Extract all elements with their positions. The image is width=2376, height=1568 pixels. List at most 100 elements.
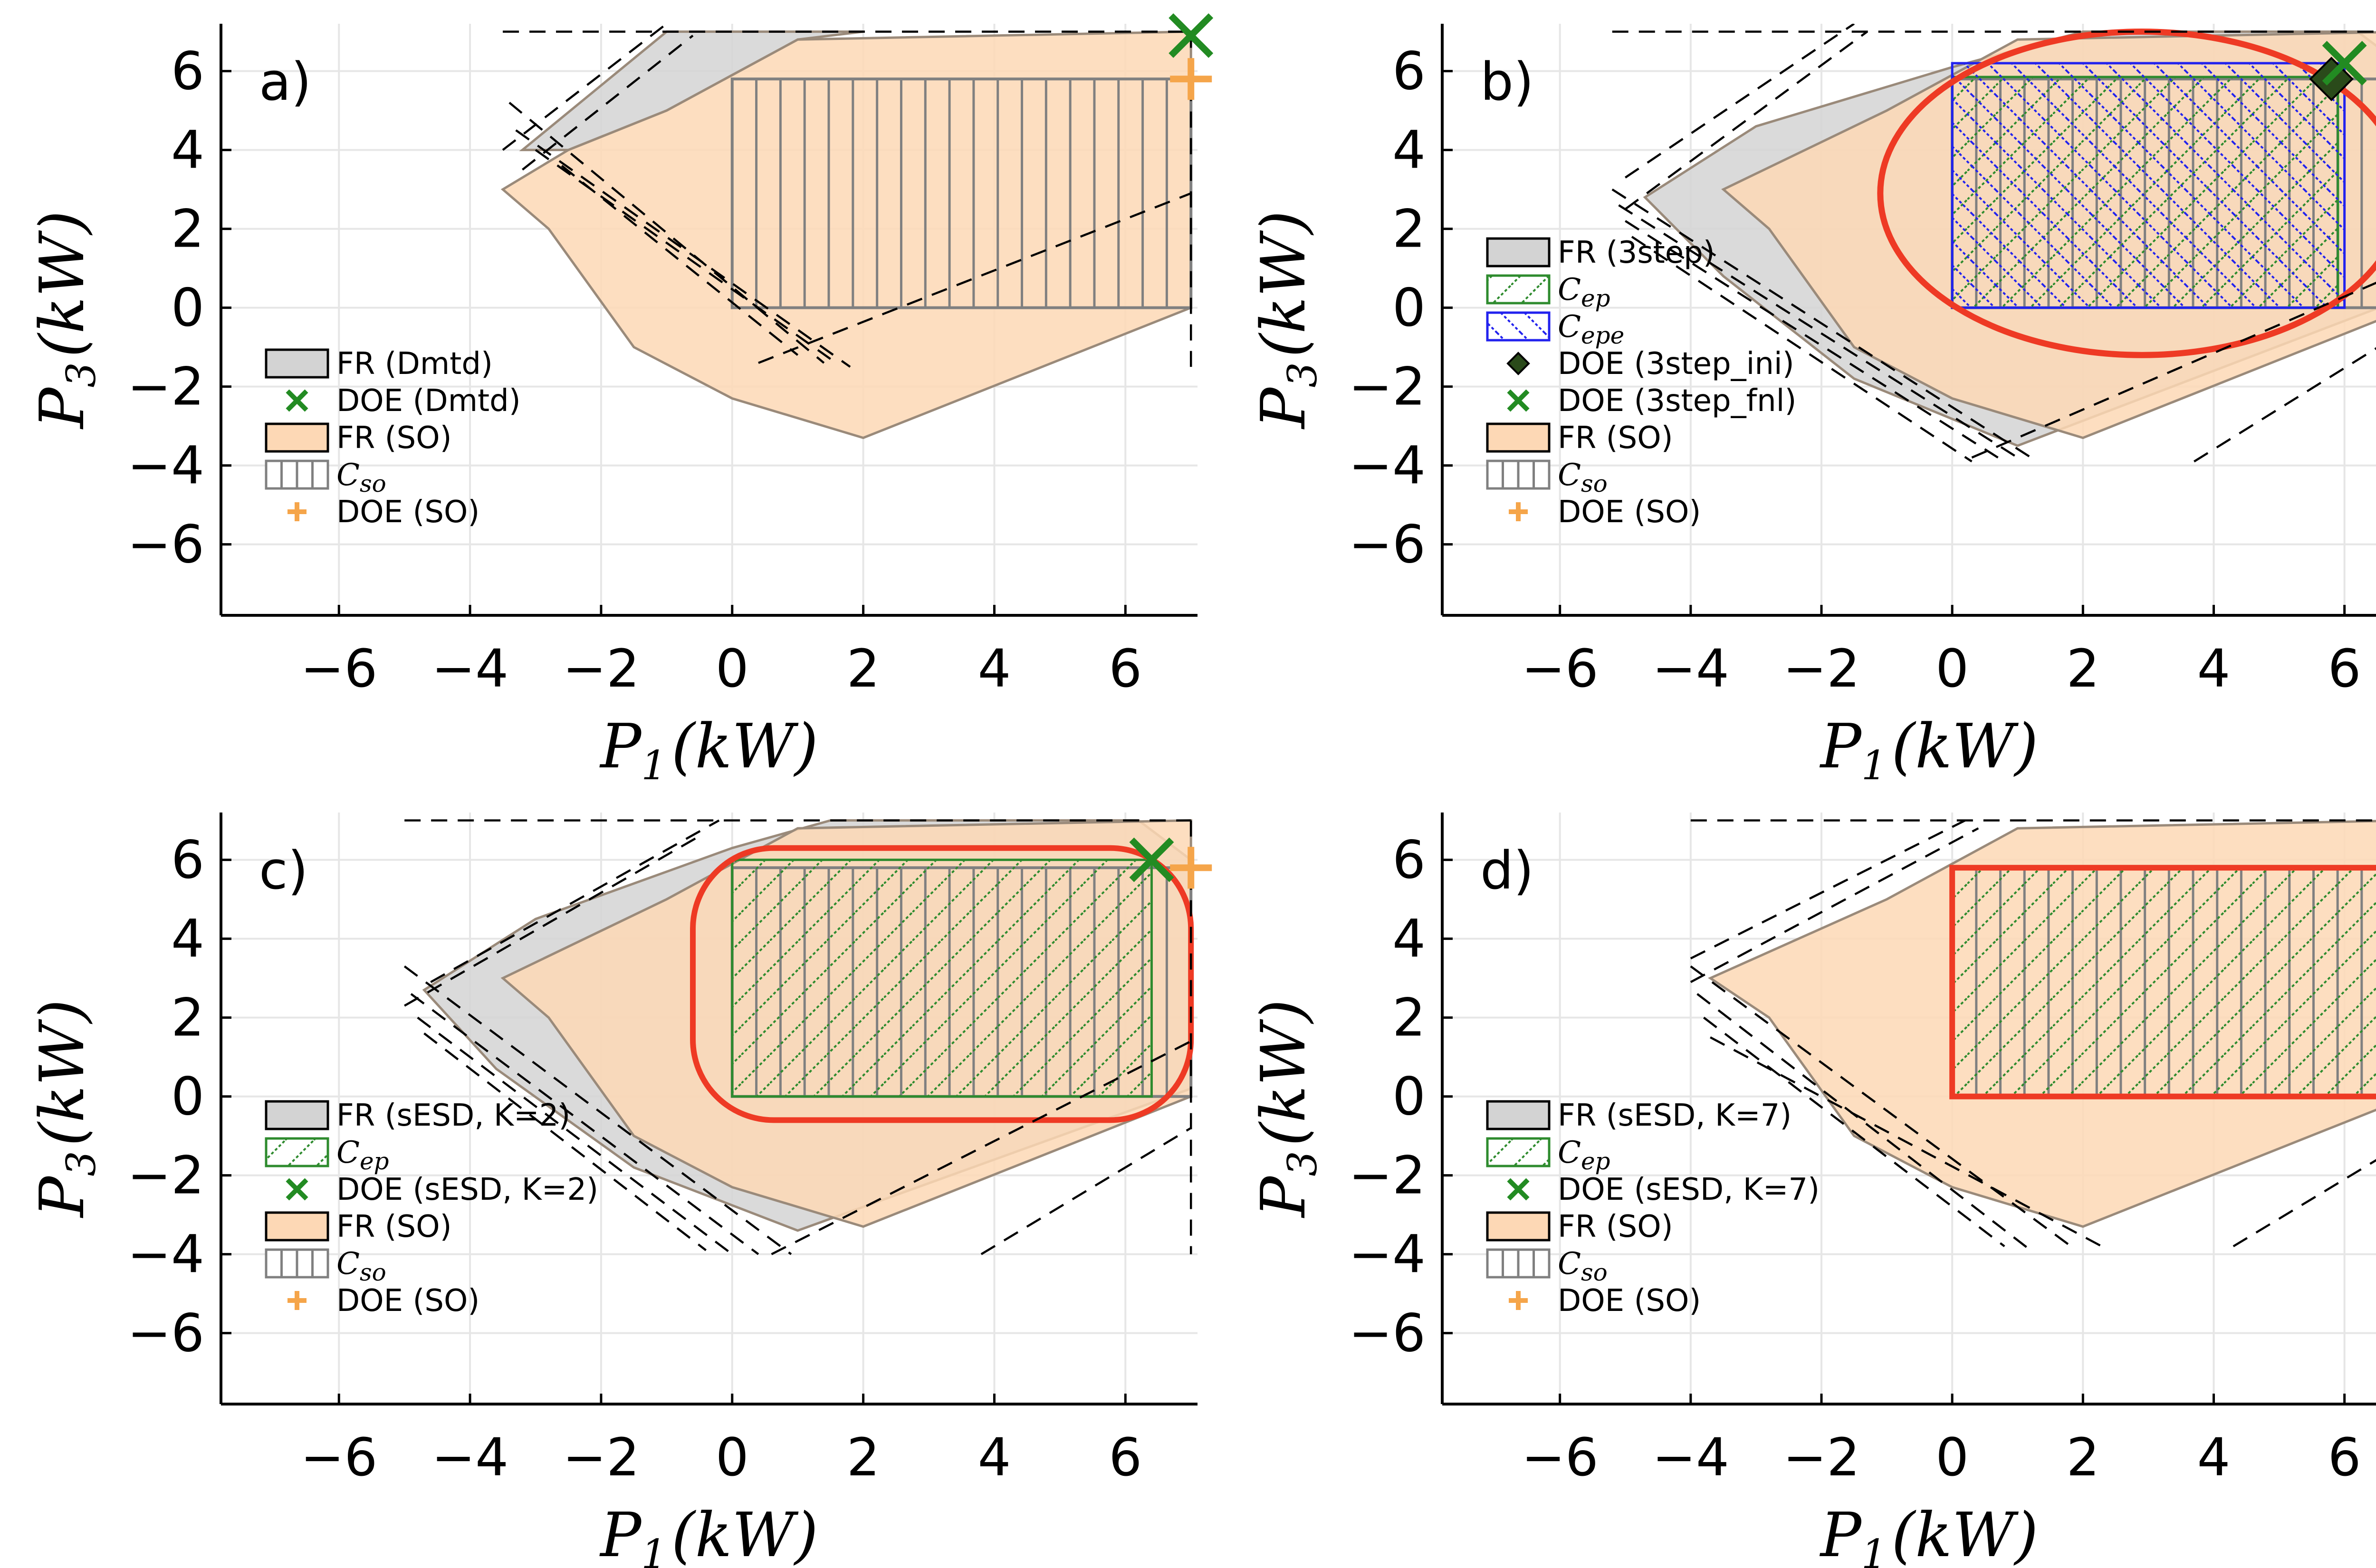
legend-text: DOE (SO) <box>336 495 479 530</box>
legend-label: DOE (3step_fnl) <box>1558 383 1796 419</box>
x-tick-label: −4 <box>1652 1427 1729 1488</box>
legend-label: Cepe <box>1558 309 1624 349</box>
x-tick-label: −2 <box>1783 1427 1860 1488</box>
x-tick-label: −6 <box>1522 638 1599 699</box>
x-label-sub: 1 <box>641 1531 666 1568</box>
plot-area <box>403 819 1194 1255</box>
legend-item: DOE (Dmtd) <box>286 383 521 419</box>
y-axis-label: P3 (kW) <box>1248 999 1326 1218</box>
plot-area <box>1690 819 2376 1252</box>
reference-line <box>522 35 694 171</box>
legend-label: FR (SO) <box>336 1209 452 1244</box>
y-tick-label: 2 <box>171 987 204 1048</box>
x-tick-label: −2 <box>563 638 640 699</box>
x-label-sub: 1 <box>641 742 666 789</box>
legend-label: Cso <box>336 1246 386 1286</box>
legend-label: FR (sESD, K=2) <box>336 1098 570 1133</box>
reference-line <box>423 1033 707 1252</box>
legend-item: FR (SO) <box>1486 421 1673 456</box>
plot-area <box>1611 24 2376 463</box>
legend-label: Cep <box>336 1135 389 1175</box>
legend-label: Cso <box>1558 458 1608 497</box>
x-label-main: P <box>1820 711 1862 782</box>
x-axis-label: P1(kW) <box>599 1500 818 1568</box>
legend-item: Cso <box>1486 458 1608 497</box>
reference-line <box>1710 1036 2110 1252</box>
x-tick-label: 0 <box>1935 1427 1969 1488</box>
legend-label: Cep <box>1558 1135 1610 1175</box>
reference-line <box>502 24 668 151</box>
legend-text: C <box>336 1246 360 1281</box>
marker-doe-sesd-k-2- <box>1129 837 1174 882</box>
legend-item: FR (3step) <box>1486 235 1715 270</box>
legend-text: FR (sESD, K=7) <box>1558 1098 1792 1133</box>
panel-label: a) <box>259 51 311 112</box>
y-tick-label: −6 <box>127 514 204 575</box>
x-label-sub: 1 <box>1861 742 1887 789</box>
y-tick-label: 2 <box>1392 987 1426 1048</box>
legend-x <box>286 1178 308 1201</box>
x-axis-label: P1(kW) <box>1820 1500 2039 1568</box>
legend-label: FR (SO) <box>1558 1209 1673 1244</box>
y-label-sub: 3 <box>58 1151 105 1176</box>
legend-text: C <box>336 1135 360 1170</box>
legend-text: FR (SO) <box>1558 421 1673 456</box>
x-tick-label: 4 <box>2197 1427 2230 1488</box>
legend-label: DOE (SO) <box>1558 1283 1701 1319</box>
x-tick-label: −4 <box>1652 638 1729 699</box>
legend-label: DOE (sESD, K=2) <box>336 1172 598 1207</box>
legend-label: FR (Dmtd) <box>336 346 493 382</box>
legend-diamond <box>1506 352 1530 375</box>
legend-subscript: so <box>1581 1259 1608 1286</box>
y-label-main: P <box>27 1176 98 1218</box>
y-label-main: P <box>27 387 98 430</box>
reference-line <box>2194 347 2376 463</box>
legend-text: FR (sESD, K=2) <box>336 1098 570 1133</box>
y-tick-label: 0 <box>171 277 204 338</box>
legend-swatch <box>1486 274 1551 305</box>
x-label-unit: (kW) <box>1891 1500 2038 1568</box>
legend-item: DOE (SO) <box>1509 1283 1701 1319</box>
legend-text: C <box>1558 1246 1581 1281</box>
legend-item: Cso <box>265 1246 386 1286</box>
y-tick-label: −4 <box>1349 1224 1426 1285</box>
legend-label: DOE (SO) <box>336 1283 479 1319</box>
y-tick-label: 6 <box>1392 830 1426 890</box>
y-tick-label: −4 <box>1349 435 1426 496</box>
x-tick-label: −4 <box>431 1427 508 1488</box>
legend-item: Cso <box>1486 1246 1608 1286</box>
x-tick-label: −6 <box>1522 1427 1599 1488</box>
reference-line <box>515 129 851 368</box>
legend-label: Cso <box>336 458 386 497</box>
y-tick-label: 0 <box>1392 1066 1426 1127</box>
legend-text: FR (3step) <box>1558 235 1715 270</box>
panel-label: b) <box>1480 51 1534 112</box>
reference-line <box>1624 30 1868 210</box>
legend-item: Cep <box>265 1135 389 1175</box>
series-c-epe <box>1951 62 2346 309</box>
y-tick-label: 6 <box>171 41 204 102</box>
legend-item: Cso <box>265 458 386 497</box>
legend-swatch <box>1486 422 1551 453</box>
marker-doe-3step-fnl- <box>2322 41 2367 86</box>
legend-swatch <box>265 348 329 379</box>
y-label-main: P <box>1248 1176 1319 1218</box>
reference-line <box>1696 993 2031 1252</box>
y-axis-label: P3 (kW) <box>27 999 105 1218</box>
x-axis-label: P1(kW) <box>599 711 818 789</box>
legend-text: C <box>336 458 360 493</box>
series-c-ep <box>1951 866 2376 1098</box>
y-tick-label: 0 <box>171 1066 204 1127</box>
x-tick-label: 6 <box>1109 638 1142 699</box>
legend-label: DOE (SO) <box>336 495 479 530</box>
legend-label: Cep <box>1558 272 1610 312</box>
legend-item: FR (sESD, K=2) <box>265 1098 570 1133</box>
x-tick-label: −2 <box>563 1427 640 1488</box>
legend-item: Cep <box>1486 272 1610 312</box>
legend-item: DOE (SO) <box>287 495 479 530</box>
legend-swatch <box>1486 1211 1551 1242</box>
x-axis-label: P1(kW) <box>1820 711 2039 789</box>
legend-text: DOE (3step_fnl) <box>1558 383 1796 419</box>
